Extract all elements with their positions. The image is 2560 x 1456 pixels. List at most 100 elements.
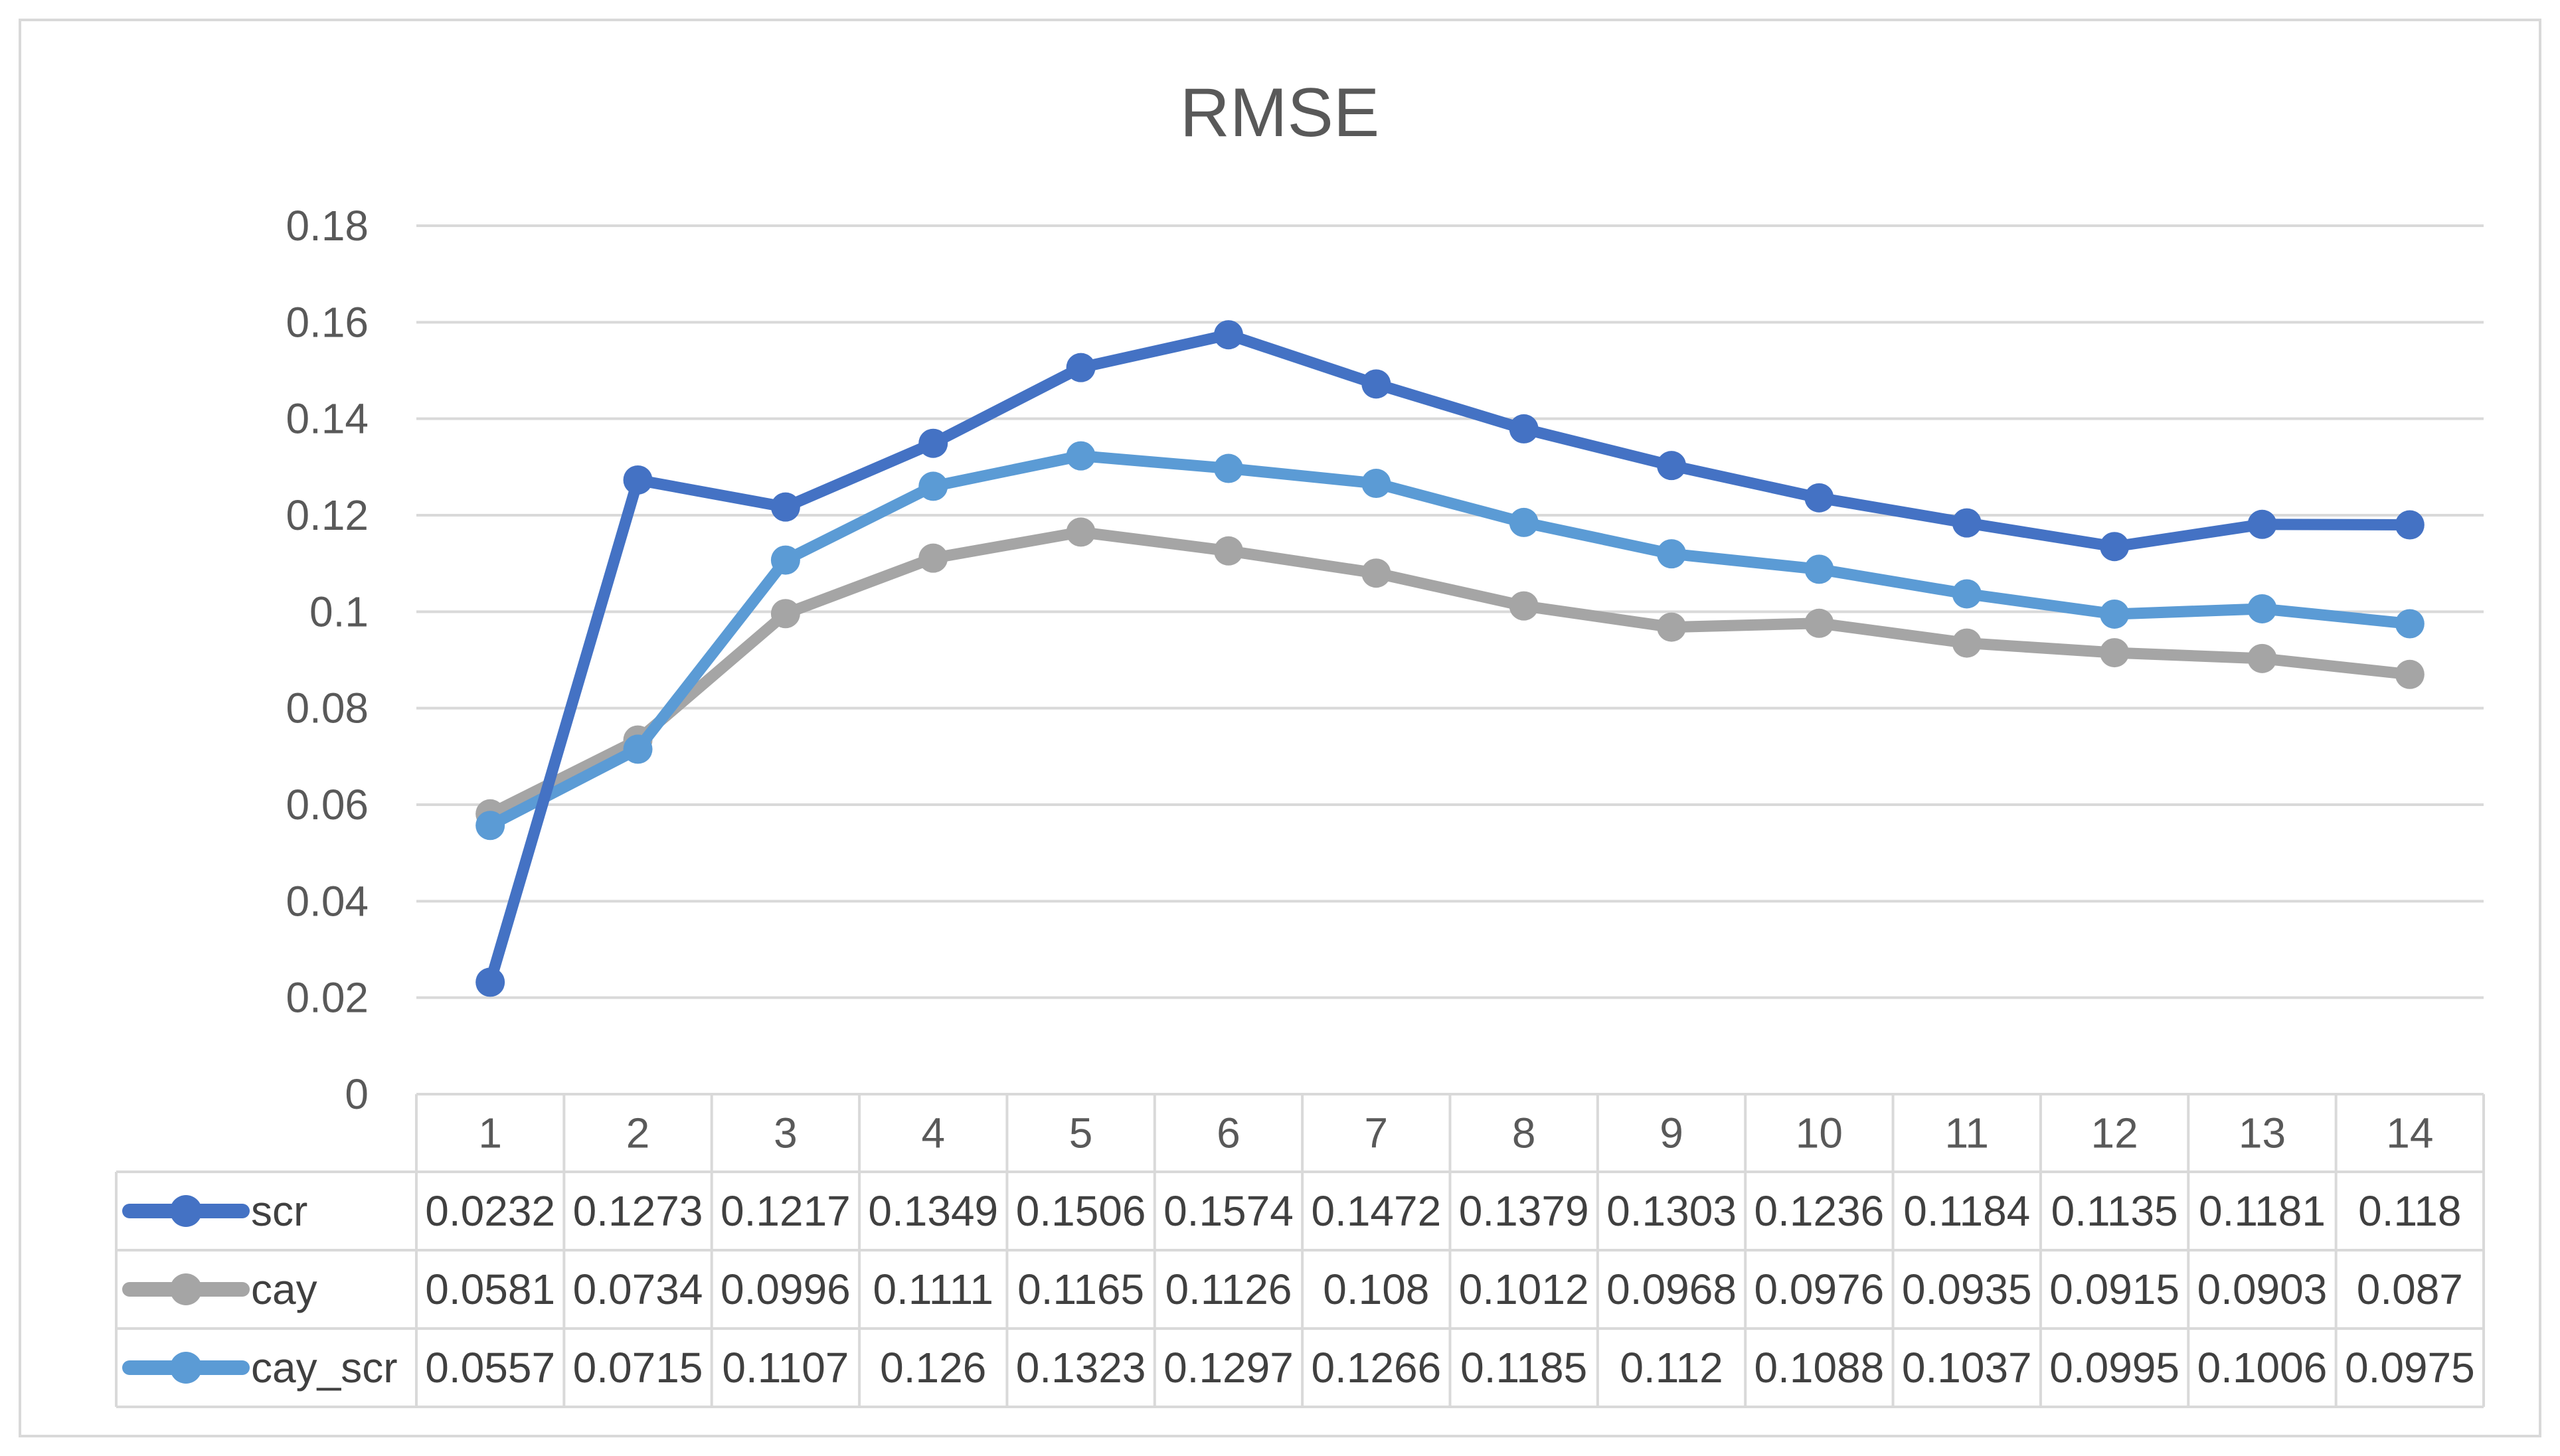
data-point-scr xyxy=(1509,414,1539,444)
table-cell-value: 0.1012 xyxy=(1459,1265,1589,1313)
x-tick-label: 1 xyxy=(478,1109,502,1157)
legend-label: cay xyxy=(251,1265,317,1313)
data-point-scr xyxy=(1952,508,1982,538)
data-point-cay xyxy=(2395,659,2425,689)
table-cell-value: 0.112 xyxy=(1620,1344,1723,1392)
data-point-cay xyxy=(1804,608,1834,638)
data-point-cay xyxy=(2100,638,2130,668)
data-point-cay xyxy=(918,543,948,573)
table-cell-value: 0.1181 xyxy=(2199,1187,2326,1235)
data-point-cay xyxy=(1657,612,1687,642)
table-cell-value: 0.1185 xyxy=(1460,1344,1587,1392)
data-point-cay xyxy=(2247,643,2277,673)
data-point-scr xyxy=(2395,510,2425,540)
table-cell-value: 0.1107 xyxy=(722,1344,849,1392)
table-cell-value: 0.0915 xyxy=(2049,1265,2179,1313)
table-cell-value: 0.1379 xyxy=(1459,1187,1589,1235)
data-point-cay xyxy=(1952,628,1982,658)
y-tick-label: 0.08 xyxy=(286,685,369,732)
x-tick-label: 5 xyxy=(1069,1109,1093,1157)
data-point-cay_scr xyxy=(623,734,653,764)
x-tick-label: 14 xyxy=(2386,1109,2433,1157)
table-cell-value: 0.108 xyxy=(1323,1265,1429,1313)
table-cell-value: 0.0715 xyxy=(573,1344,703,1392)
x-tick-label: 11 xyxy=(1945,1109,1989,1157)
series-line-cay_scr xyxy=(484,450,2416,831)
legend-label: cay_scr xyxy=(251,1344,398,1392)
table-cell-value: 0.1236 xyxy=(1754,1187,1885,1235)
data-point-cay_scr xyxy=(2395,609,2425,639)
table-cell-value: 0.1574 xyxy=(1163,1187,1294,1235)
table-cell-value: 0.0557 xyxy=(425,1344,555,1392)
x-tick-label: 6 xyxy=(1217,1109,1240,1157)
x-tick-label: 13 xyxy=(2239,1109,2286,1157)
data-point-scr xyxy=(2247,509,2277,539)
data-point-cay_scr xyxy=(918,471,948,501)
y-axis-tick-labels: 0 0.02 0.04 0.06 0.08 0.1 0.12 0.14 0.16 0.18 xyxy=(286,202,369,1118)
table-cell-value: 0.0995 xyxy=(2049,1344,2179,1392)
y-tick-label: 0.06 xyxy=(286,781,369,829)
data-point-scr xyxy=(1066,353,1096,382)
table-cell-value: 0.1506 xyxy=(1016,1187,1146,1235)
table-cell-value: 0.0734 xyxy=(573,1265,703,1313)
data-point-cay xyxy=(770,599,800,629)
table-cell-value: 0.0935 xyxy=(1902,1265,2032,1313)
legend-key-marker xyxy=(170,1273,202,1305)
data-point-scr xyxy=(770,492,800,522)
table-cell-value: 0.0975 xyxy=(2345,1344,2475,1392)
data-point-cay xyxy=(1361,558,1391,588)
table-cell-value: 0.1184 xyxy=(1903,1187,2030,1235)
data-point-cay_scr xyxy=(1066,441,1096,471)
table-cell-value: 0.0232 xyxy=(425,1187,555,1235)
data-point-scr xyxy=(1361,369,1391,399)
data-point-scr xyxy=(1213,320,1243,350)
x-tick-label: 4 xyxy=(921,1109,945,1157)
chart-border xyxy=(19,19,2541,1437)
table-cell-value: 0.1297 xyxy=(1163,1344,1294,1392)
data-point-cay_scr xyxy=(1952,579,1982,609)
table-cell-value: 0.1323 xyxy=(1016,1344,1146,1392)
data-point-scr xyxy=(2100,532,2130,562)
table-cell-value: 0.0968 xyxy=(1606,1265,1737,1313)
data-point-cay_scr xyxy=(1509,507,1539,537)
data-point-cay_scr xyxy=(2247,594,2277,623)
table-cell-value: 0.1472 xyxy=(1311,1187,1441,1235)
table-cell-value: 0.0976 xyxy=(1754,1265,1885,1313)
data-point-cay_scr xyxy=(1361,469,1391,499)
table-cell-value: 0.1349 xyxy=(868,1187,998,1235)
data-point-cay xyxy=(1213,536,1243,566)
table-cell-value: 0.118 xyxy=(2358,1187,2461,1235)
data-point-cay xyxy=(1509,591,1539,621)
legend-label: scr xyxy=(251,1187,307,1235)
table-cell-value: 0.1037 xyxy=(1902,1344,2032,1392)
table-cell-value: 0.1217 xyxy=(721,1187,851,1235)
x-tick-label: 2 xyxy=(626,1109,650,1157)
series-lines xyxy=(475,320,2425,997)
table-cell-value: 0.0996 xyxy=(721,1265,851,1313)
legend-key-marker xyxy=(170,1352,202,1384)
table-cell-value: 0.087 xyxy=(2357,1265,2463,1313)
x-tick-label: 3 xyxy=(774,1109,798,1157)
data-point-scr xyxy=(918,428,948,458)
table-cell-value: 0.1088 xyxy=(1754,1344,1885,1392)
data-point-scr xyxy=(623,465,653,495)
data-point-cay_scr xyxy=(770,545,800,575)
data-point-scr xyxy=(1804,483,1834,513)
table-cell-value: 0.1303 xyxy=(1606,1187,1737,1235)
table-cell-value: 0.1273 xyxy=(573,1187,703,1235)
data-point-scr xyxy=(475,967,505,997)
x-tick-label: 10 xyxy=(1796,1109,1843,1157)
data-point-cay_scr xyxy=(2100,599,2130,629)
y-tick-label: 0.18 xyxy=(286,202,369,250)
data-point-cay_scr xyxy=(1804,554,1834,584)
y-tick-label: 0.16 xyxy=(286,298,369,346)
table-cell-value: 0.0903 xyxy=(2197,1265,2328,1313)
table-cell-value: 0.1266 xyxy=(1311,1344,1441,1392)
data-point-cay_scr xyxy=(1213,453,1243,483)
series-line-scr xyxy=(484,329,2416,988)
x-tick-label: 12 xyxy=(2091,1109,2138,1157)
legend-key-marker xyxy=(170,1195,202,1227)
data-point-cay_scr xyxy=(1657,539,1687,569)
